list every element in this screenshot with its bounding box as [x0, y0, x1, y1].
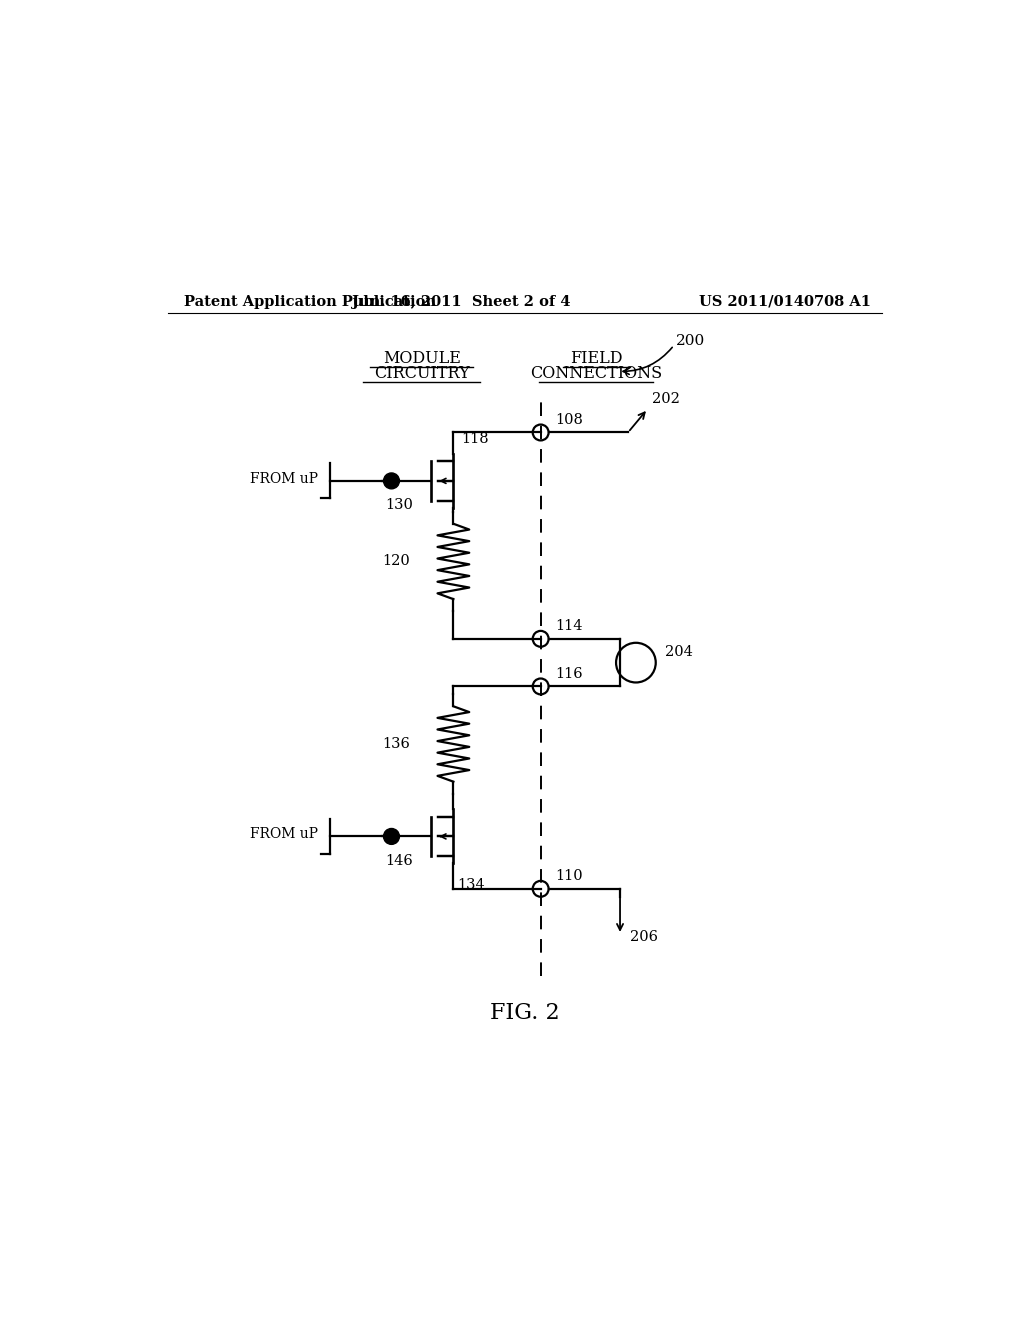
Text: 110: 110	[555, 870, 583, 883]
Text: US 2011/0140708 A1: US 2011/0140708 A1	[699, 294, 871, 309]
Text: 134: 134	[458, 878, 485, 892]
Text: 120: 120	[382, 554, 410, 569]
Text: 118: 118	[461, 432, 488, 446]
Text: FIG. 2: FIG. 2	[490, 1002, 559, 1024]
Circle shape	[384, 829, 399, 845]
Text: 206: 206	[630, 931, 657, 944]
Text: Patent Application Publication: Patent Application Publication	[183, 294, 435, 309]
Text: 108: 108	[555, 413, 583, 426]
Text: 114: 114	[555, 619, 583, 634]
Text: CONNECTIONS: CONNECTIONS	[530, 366, 663, 383]
FancyArrowPatch shape	[623, 347, 672, 375]
Text: FROM uP: FROM uP	[251, 471, 318, 486]
Text: 200: 200	[676, 334, 705, 348]
Text: 130: 130	[385, 499, 413, 512]
Text: 146: 146	[385, 854, 413, 867]
Circle shape	[384, 473, 399, 488]
Text: CIRCUITRY: CIRCUITRY	[374, 366, 470, 383]
Text: Jun. 16, 2011  Sheet 2 of 4: Jun. 16, 2011 Sheet 2 of 4	[352, 294, 570, 309]
Text: FROM uP: FROM uP	[251, 828, 318, 841]
Text: 136: 136	[382, 737, 410, 751]
Text: MODULE: MODULE	[383, 350, 461, 367]
Text: 116: 116	[555, 667, 583, 681]
Text: 202: 202	[652, 392, 680, 405]
Text: FIELD: FIELD	[570, 350, 623, 367]
Text: 204: 204	[666, 644, 693, 659]
